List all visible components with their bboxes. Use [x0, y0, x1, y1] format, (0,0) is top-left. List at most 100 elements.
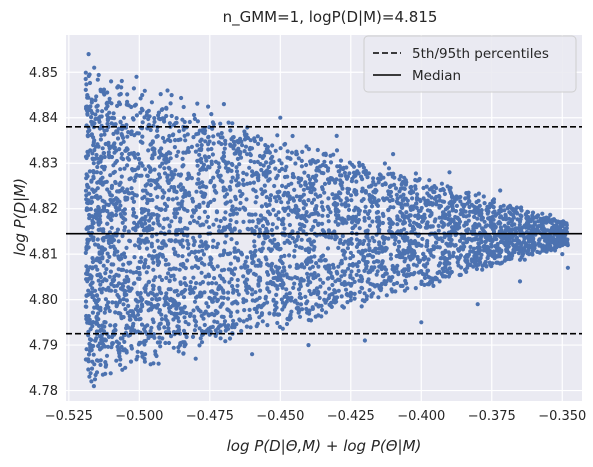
scatter-point: [89, 366, 95, 371]
scatter-point: [139, 217, 144, 222]
scatter-point: [228, 212, 233, 217]
scatter-point: [139, 173, 144, 178]
scatter-point: [151, 287, 156, 292]
scatter-point: [506, 221, 511, 226]
scatter-point: [375, 209, 381, 215]
scatter-point: [247, 165, 252, 170]
scatter-point: [142, 217, 147, 223]
scatter-point: [197, 204, 202, 210]
scatter-point: [148, 301, 153, 306]
scatter-point: [277, 196, 282, 201]
scatter-point: [464, 259, 469, 264]
scatter-point: [476, 241, 481, 246]
scatter-point: [144, 236, 149, 241]
scatter-point: [199, 261, 205, 266]
scatter-point: [254, 194, 259, 200]
scatter-point: [364, 297, 369, 302]
scatter-point: [281, 193, 286, 198]
scatter-point: [394, 199, 399, 204]
scatter-point: [184, 334, 189, 340]
scatter-point: [171, 317, 176, 322]
scatter-point: [299, 158, 304, 163]
scatter-point: [137, 270, 142, 275]
scatter-point: [328, 270, 333, 275]
scatter-point: [429, 187, 434, 192]
scatter-point: [111, 170, 116, 175]
scatter-point: [192, 116, 197, 121]
scatter-point: [243, 259, 248, 264]
scatter-point: [482, 219, 487, 224]
scatter-point: [282, 226, 287, 231]
scatter-point: [107, 96, 112, 101]
scatter-point: [259, 136, 264, 141]
scatter-point: [297, 227, 303, 232]
scatter-point: [307, 266, 313, 271]
scatter-point: [386, 172, 391, 177]
scatter-point: [142, 227, 147, 232]
scatter-point: [118, 311, 123, 316]
scatter-point: [366, 216, 372, 221]
scatter-point: [427, 202, 432, 207]
scatter-point: [404, 274, 409, 279]
scatter-point: [295, 301, 300, 306]
scatter-point: [126, 157, 132, 162]
scatter-point: [348, 250, 353, 255]
scatter-point: [446, 222, 451, 227]
scatter-point: [94, 358, 100, 363]
scatter-point: [140, 93, 145, 98]
scatter-point: [150, 317, 155, 322]
scatter-point: [92, 377, 98, 382]
scatter-point: [356, 212, 361, 217]
scatter-point: [94, 152, 99, 158]
scatter-point: [245, 290, 250, 295]
scatter-point: [217, 224, 222, 229]
scatter-point: [522, 240, 527, 245]
scatter-point: [450, 193, 455, 198]
scatter-point: [181, 206, 187, 212]
scatter-point: [333, 207, 338, 212]
scatter-point: [227, 280, 232, 285]
scatter-point: [100, 256, 105, 261]
scatter-point: [343, 256, 348, 261]
scatter-point: [296, 234, 301, 239]
scatter-point: [100, 198, 105, 203]
scatter-point: [538, 216, 543, 221]
scatter-point: [99, 133, 104, 138]
scatter-point: [90, 156, 95, 161]
scatter-point: [119, 174, 124, 179]
scatter-point: [302, 224, 307, 229]
scatter-point: [146, 212, 151, 217]
scatter-point: [172, 189, 177, 194]
scatter-point: [238, 200, 243, 206]
scatter-point: [298, 302, 304, 307]
scatter-point: [367, 288, 372, 293]
scatter-point: [290, 171, 295, 177]
scatter-point: [517, 228, 523, 233]
scatter-point: [491, 205, 496, 210]
scatter-point: [211, 266, 216, 272]
scatter-point: [370, 235, 375, 240]
scatter-point: [485, 211, 490, 216]
scatter-point: [414, 201, 419, 206]
scatter-point: [284, 164, 289, 169]
scatter-point: [395, 280, 400, 286]
scatter-point: [345, 246, 350, 251]
scatter-point: [416, 216, 421, 221]
scatter-point: [311, 290, 316, 295]
scatter-point: [176, 253, 181, 258]
scatter-point: [227, 225, 232, 230]
scatter-point: [96, 144, 101, 149]
scatter-point: [228, 218, 233, 223]
scatter-point: [162, 217, 167, 222]
scatter-point: [323, 234, 328, 239]
scatter-point: [343, 174, 348, 179]
scatter-point: [211, 175, 216, 180]
scatter-point: [152, 167, 157, 172]
scatter-point: [84, 155, 89, 161]
scatter-point: [218, 329, 223, 334]
scatter-point: [280, 183, 285, 188]
scatter-point: [298, 263, 303, 269]
scatter-point: [408, 222, 413, 228]
scatter-point: [178, 219, 183, 224]
scatter-point: [155, 218, 160, 223]
